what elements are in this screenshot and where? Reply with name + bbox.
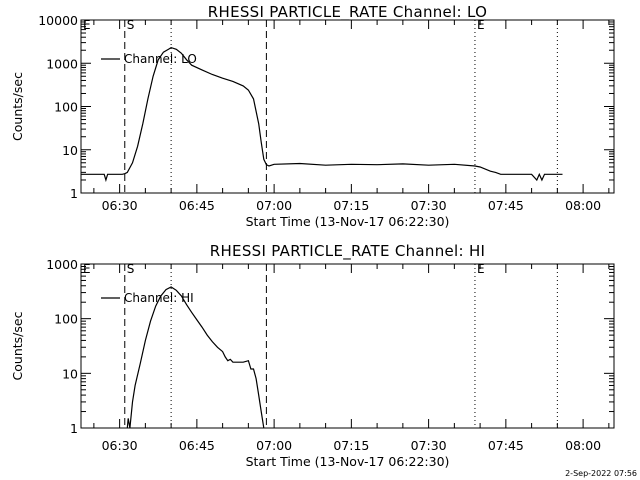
marker-label: E — [477, 18, 485, 32]
legend-label: Channel: HI — [124, 291, 194, 305]
x-tick-label: 07:15 — [333, 198, 369, 213]
legend-label: Channel: LO — [124, 52, 197, 66]
y-tick-label: 1 — [70, 421, 78, 436]
y-axis-label: Counts/sec — [10, 311, 25, 380]
marker-label: E — [83, 18, 91, 32]
y-tick-label: 10 — [62, 143, 78, 158]
marker-label: E — [477, 262, 485, 276]
marker-label: S — [127, 262, 135, 276]
x-tick-label: 07:30 — [411, 438, 447, 453]
chart-title: RHESSI PARTICLE_RATE Channel: HI — [210, 242, 486, 261]
y-tick-label: 100 — [54, 312, 78, 327]
x-axis-label: Start Time (13-Nov-17 06:22:30) — [246, 214, 450, 229]
y-tick-label: 1 — [70, 186, 78, 201]
y-tick-label: 10 — [62, 366, 78, 381]
x-tick-label: 07:30 — [411, 198, 447, 213]
x-tick-label: 07:15 — [333, 438, 369, 453]
x-tick-label: 06:45 — [179, 438, 215, 453]
x-tick-label: 08:00 — [565, 198, 601, 213]
x-tick-label: 07:00 — [256, 198, 292, 213]
series-line — [81, 46, 563, 183]
plot-frame — [80, 263, 615, 429]
y-tick-label: 10000 — [38, 13, 78, 28]
x-tick-label: 07:45 — [488, 198, 524, 213]
marker-label: S — [127, 18, 135, 32]
x-tick-label: 07:00 — [256, 438, 292, 453]
x-tick-label: 06:45 — [179, 198, 215, 213]
x-tick-label: 07:45 — [488, 438, 524, 453]
chart-panel-hi: RHESSI PARTICLE_RATE Channel: HI Counts/… — [10, 242, 615, 469]
x-tick-label: 06:30 — [102, 438, 138, 453]
x-tick-label: 06:30 — [102, 198, 138, 213]
timestamp: 2-Sep-2022 07:56 — [565, 469, 637, 478]
y-tick-label: 100 — [54, 100, 78, 115]
y-tick-label: 1000 — [46, 257, 78, 272]
marker-label: E — [83, 262, 91, 276]
chart-title: RHESSI PARTICLE_RATE Channel: LO — [208, 3, 487, 22]
series-line — [126, 286, 265, 428]
x-tick-label: 08:00 — [565, 438, 601, 453]
y-tick-label: 1000 — [46, 56, 78, 71]
chart-panel-lo: RHESSI PARTICLE_RATE Channel: LO Counts/… — [10, 3, 615, 229]
x-axis-label: Start Time (13-Nov-17 06:22:30) — [246, 454, 450, 469]
y-axis-label: Counts/sec — [10, 72, 25, 141]
